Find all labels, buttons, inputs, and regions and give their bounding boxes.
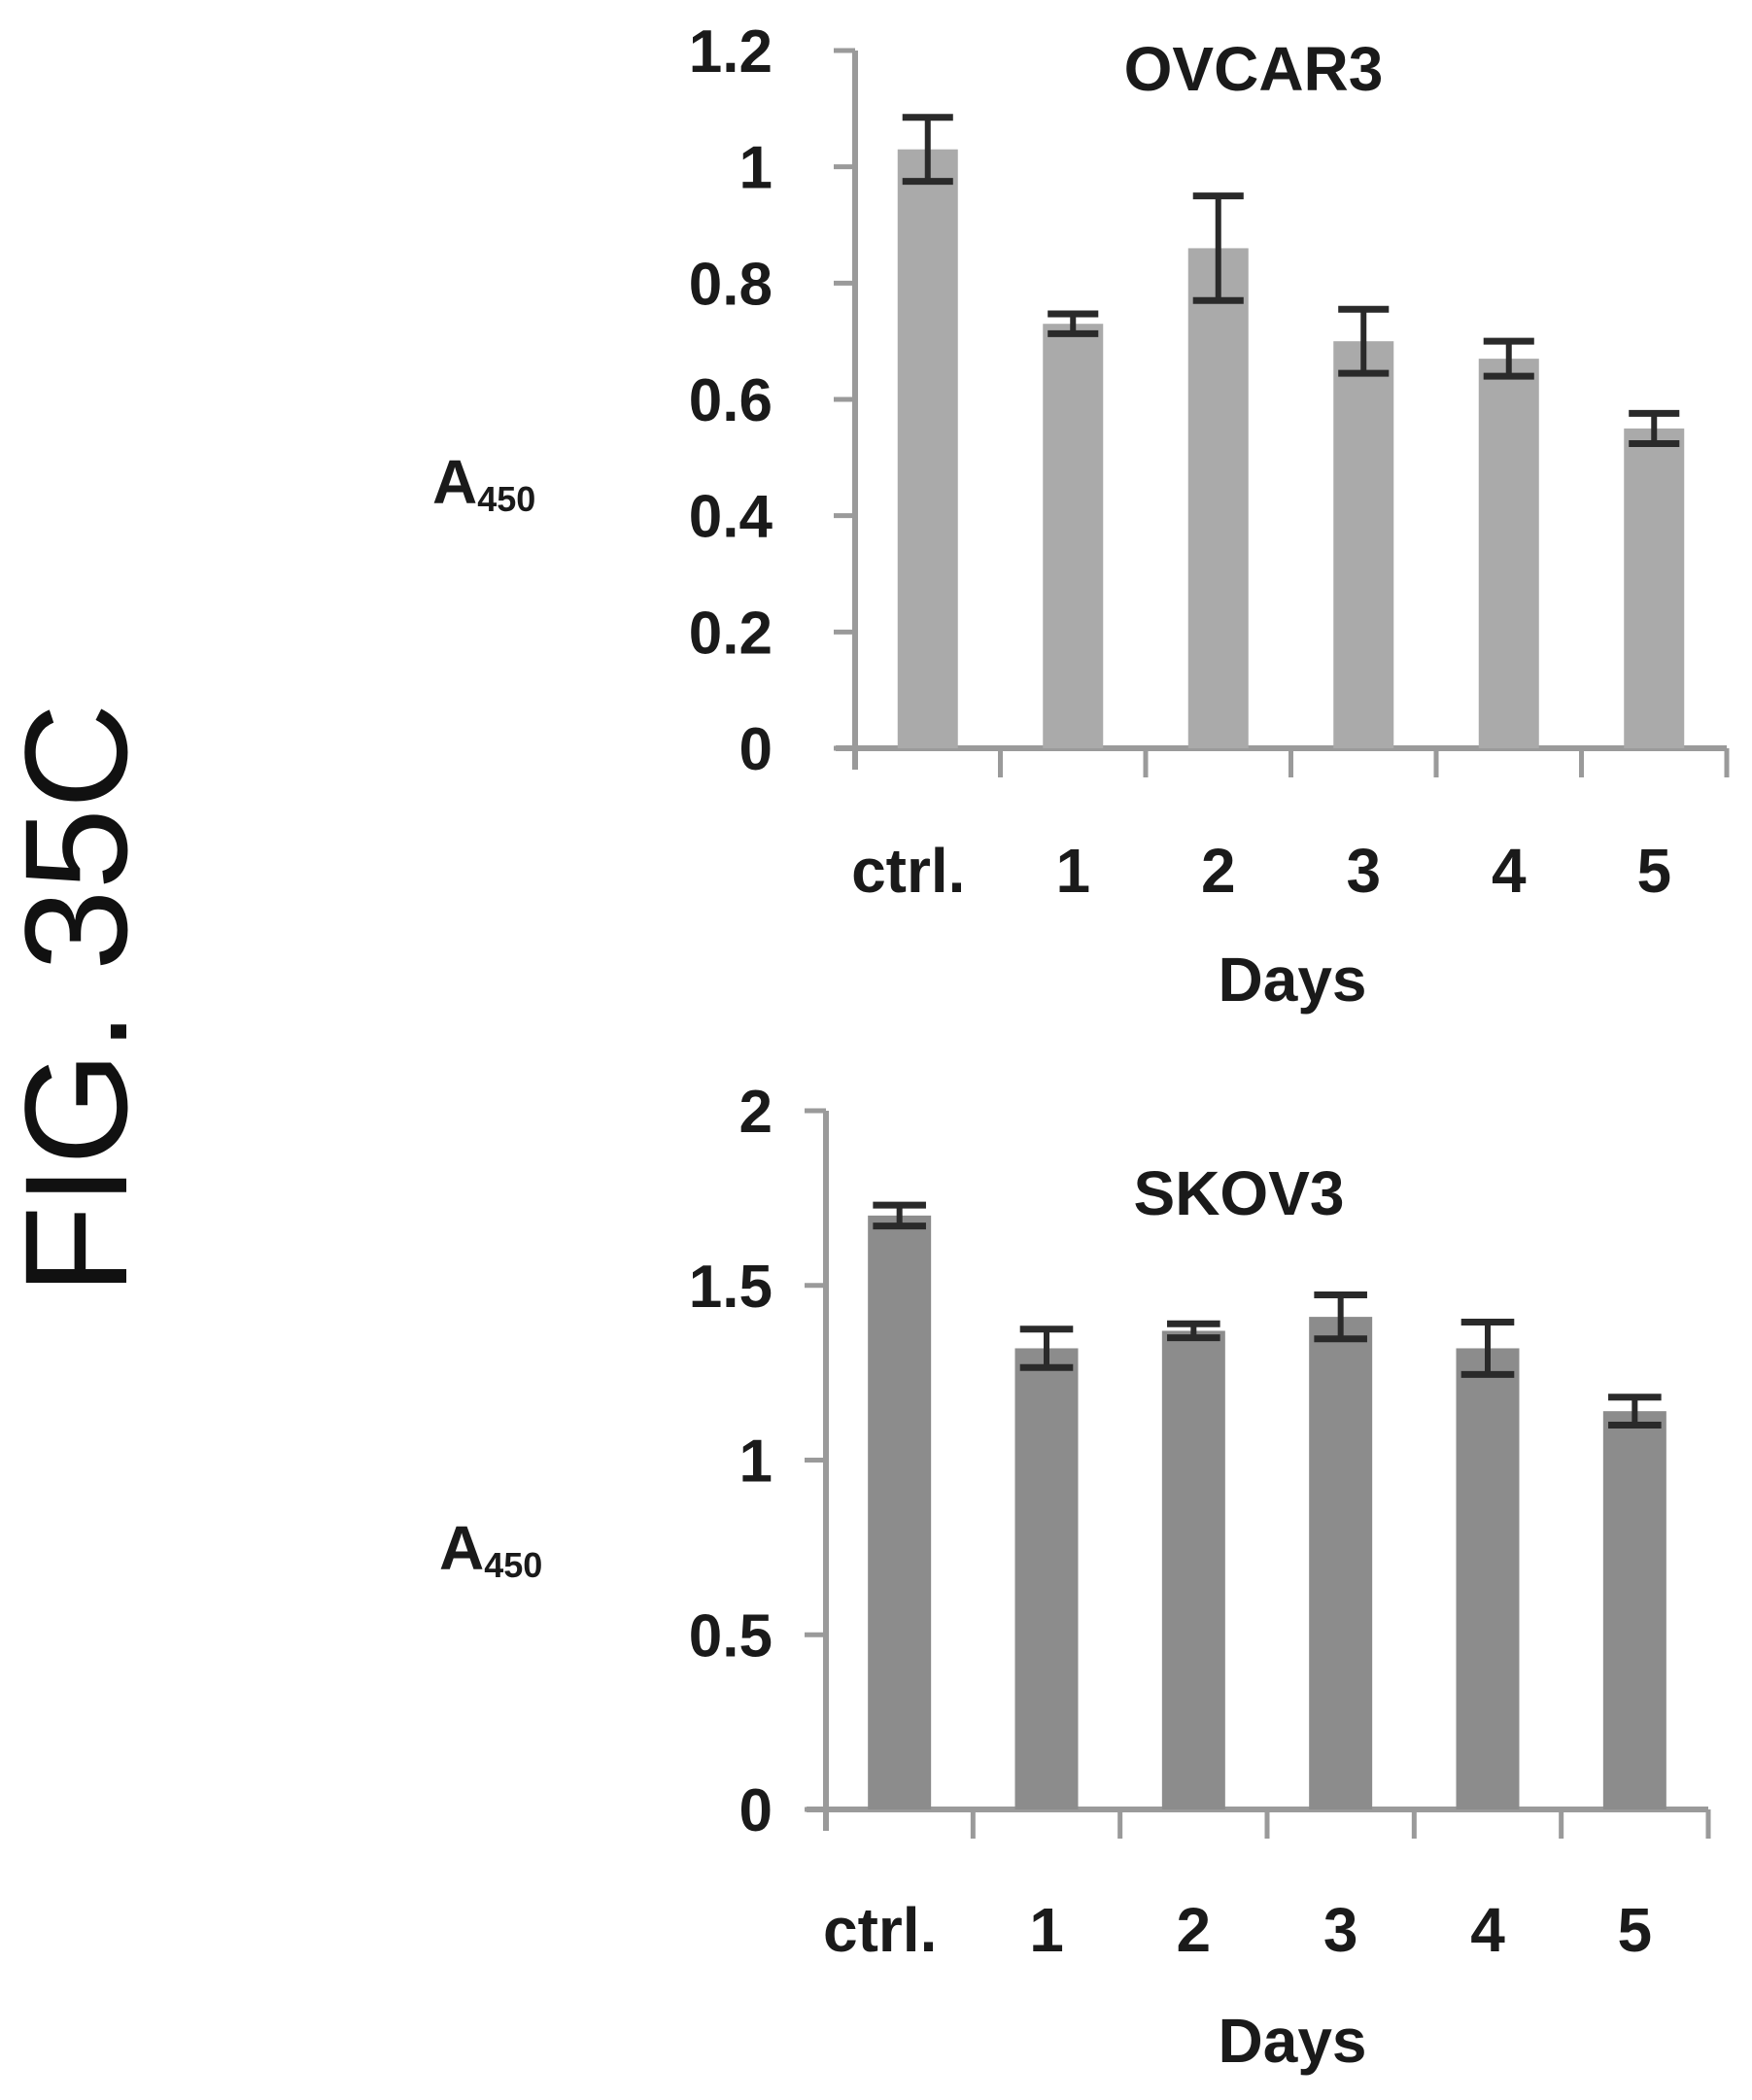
- y-tick-label: 0.4: [689, 484, 773, 551]
- x-tick-label: 2: [1201, 836, 1236, 906]
- figure-label: FIG. 35C: [0, 704, 157, 1295]
- y-axis-label-main: A: [432, 447, 477, 517]
- y-tick-label: 1.5: [689, 1254, 773, 1321]
- x-axis-label: Days: [1219, 945, 1367, 1015]
- x-tick-label: 2: [1177, 1895, 1212, 1965]
- bar: [1187, 248, 1249, 748]
- y-tick-label: 0: [739, 716, 773, 783]
- bar: [897, 149, 958, 748]
- y-tick-label: 2: [739, 1079, 773, 1146]
- y-tick-label: 1: [739, 1429, 773, 1496]
- bar: [1456, 1348, 1520, 1809]
- bar: [1624, 428, 1685, 748]
- x-tick-label: 3: [1323, 1895, 1358, 1965]
- chart-title: OVCAR3: [1124, 34, 1384, 104]
- bar: [1602, 1411, 1666, 1809]
- chart-skov3: SKOV3 A450 Days 0 0.5 1 1.5 2 ctrl. 1 2 3 4 5: [439, 1079, 1711, 2076]
- y-axis-label: A450: [432, 447, 535, 519]
- y-axis-label-subscript: 450: [477, 479, 535, 519]
- x-tick-label: ctrl.: [823, 1895, 937, 1965]
- chart-title: SKOV3: [1134, 1158, 1345, 1228]
- y-tick-label: 1: [739, 135, 773, 202]
- y-axis-label-main: A: [439, 1513, 484, 1583]
- x-tick-label: ctrl.: [851, 836, 965, 906]
- y-axis-label: A450: [439, 1513, 542, 1585]
- x-tick-label: 5: [1618, 1895, 1653, 1965]
- bar: [1043, 324, 1104, 748]
- bar: [1478, 359, 1539, 748]
- bar: [1161, 1330, 1225, 1809]
- x-tick-label: 4: [1470, 1895, 1505, 1965]
- y-tick-label: 0.2: [689, 600, 773, 667]
- y-tick-label: 0.8: [689, 251, 773, 318]
- bar: [1309, 1317, 1373, 1809]
- bar: [1333, 341, 1394, 748]
- y-axis-label-subscript: 450: [484, 1545, 542, 1585]
- y-tick-label: 1.2: [689, 18, 773, 86]
- chart-ovcar3: OVCAR3 A450 Days 0 0.2 0.4 0.6 0.8 1 1.2 ctrl. 1…: [432, 18, 1730, 1015]
- bar: [868, 1215, 932, 1809]
- y-tick-label: 0: [739, 1777, 773, 1844]
- y-tick-label: 0.5: [689, 1602, 773, 1670]
- x-tick-label: 5: [1636, 836, 1671, 906]
- x-axis-label: Days: [1219, 2006, 1367, 2076]
- y-tick-label: 0.6: [689, 367, 773, 434]
- x-tick-label: 1: [1055, 836, 1090, 906]
- x-tick-label: 1: [1029, 1895, 1064, 1965]
- x-tick-label: 3: [1346, 836, 1381, 906]
- bar: [1014, 1348, 1079, 1809]
- x-tick-label: 4: [1492, 836, 1527, 906]
